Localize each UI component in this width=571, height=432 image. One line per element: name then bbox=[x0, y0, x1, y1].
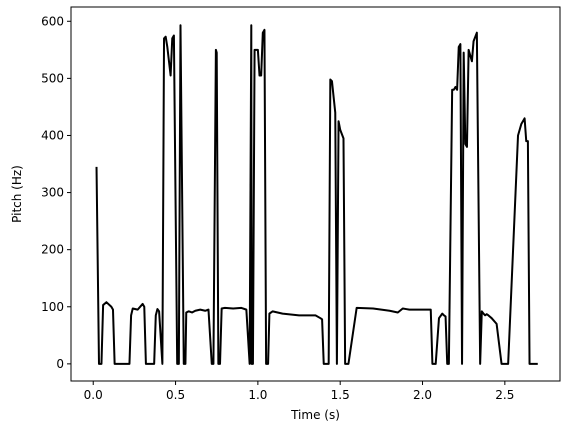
pitch-line-0 bbox=[95, 24, 538, 365]
x-tick-label: 1.0 bbox=[248, 388, 267, 402]
y-tick-label: 200 bbox=[41, 243, 64, 257]
y-tick-label: 500 bbox=[41, 71, 64, 85]
x-axis-label: Time (s) bbox=[290, 408, 340, 422]
y-tick-label: 400 bbox=[41, 128, 64, 142]
axes-frame bbox=[70, 6, 561, 382]
x-tick-label: 1.5 bbox=[331, 388, 350, 402]
y-tick-label: 600 bbox=[41, 14, 64, 28]
y-axis-ticks: 0 100 200 300 400 500 600 bbox=[41, 14, 71, 371]
y-tick-label: 100 bbox=[41, 300, 64, 314]
x-axis-ticks: 0.0 0.5 1.0 1.5 2.0 2.5 bbox=[84, 381, 514, 402]
y-axis-label: Pitch (Hz) bbox=[10, 165, 24, 223]
pitch-series-line bbox=[95, 24, 538, 365]
x-tick-label: 0.5 bbox=[166, 388, 185, 402]
x-tick-label: 2.5 bbox=[495, 388, 514, 402]
x-tick-label: 2.0 bbox=[413, 388, 432, 402]
x-tick-label: 0.0 bbox=[84, 388, 103, 402]
y-tick-label: 0 bbox=[56, 357, 64, 371]
y-tick-label: 300 bbox=[41, 186, 64, 200]
